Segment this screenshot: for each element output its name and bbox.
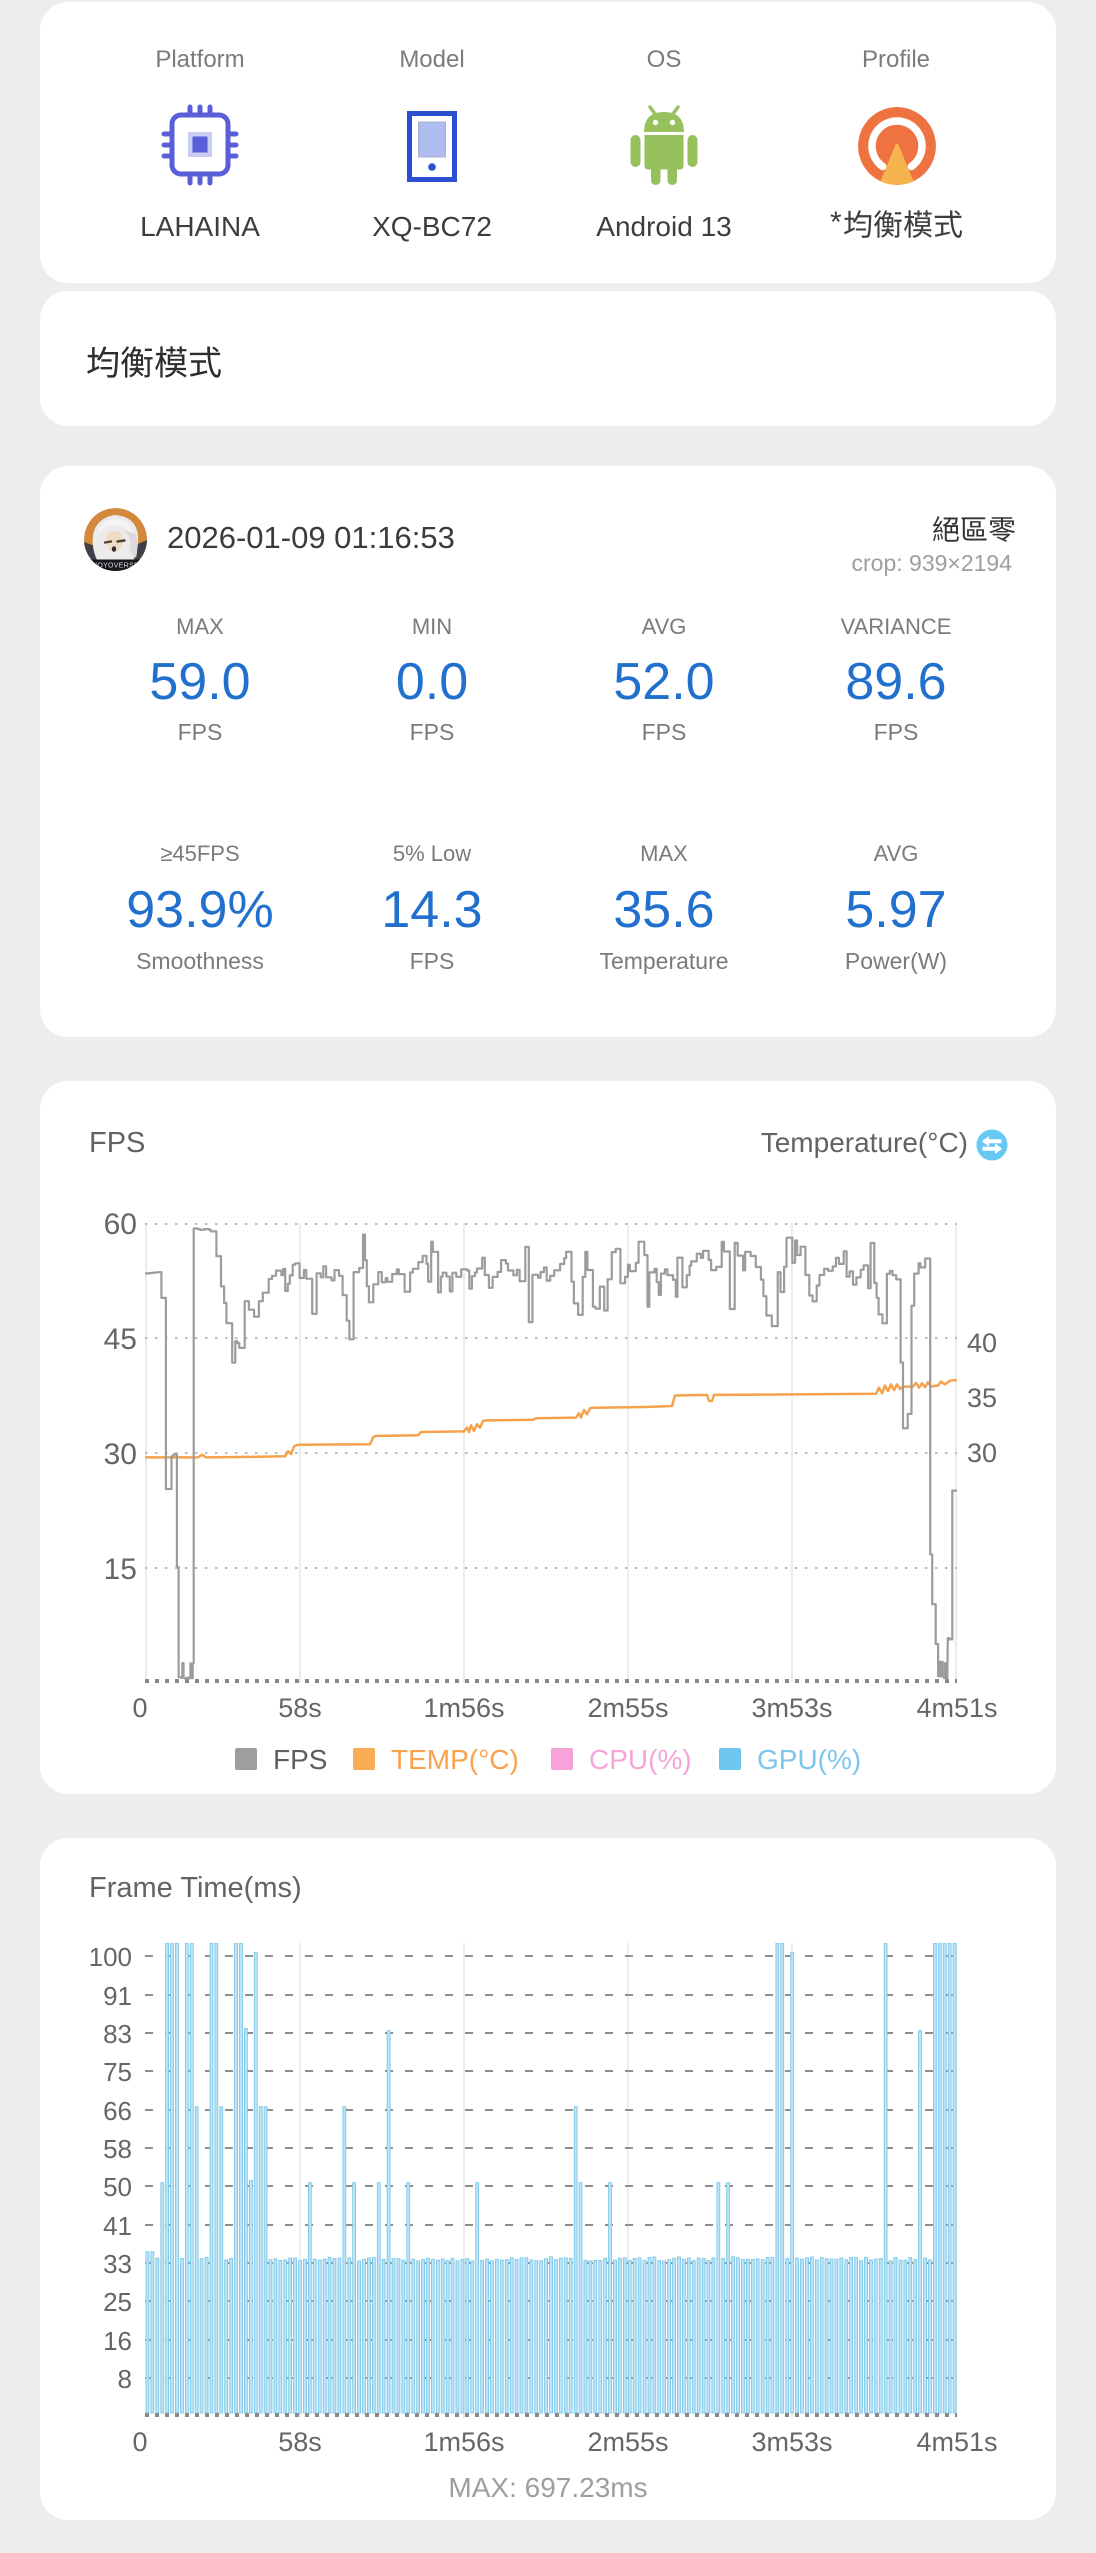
svg-text:HOYOVERSE: HOYOVERSE [92, 563, 139, 570]
svg-text:*: * [830, 208, 842, 239]
